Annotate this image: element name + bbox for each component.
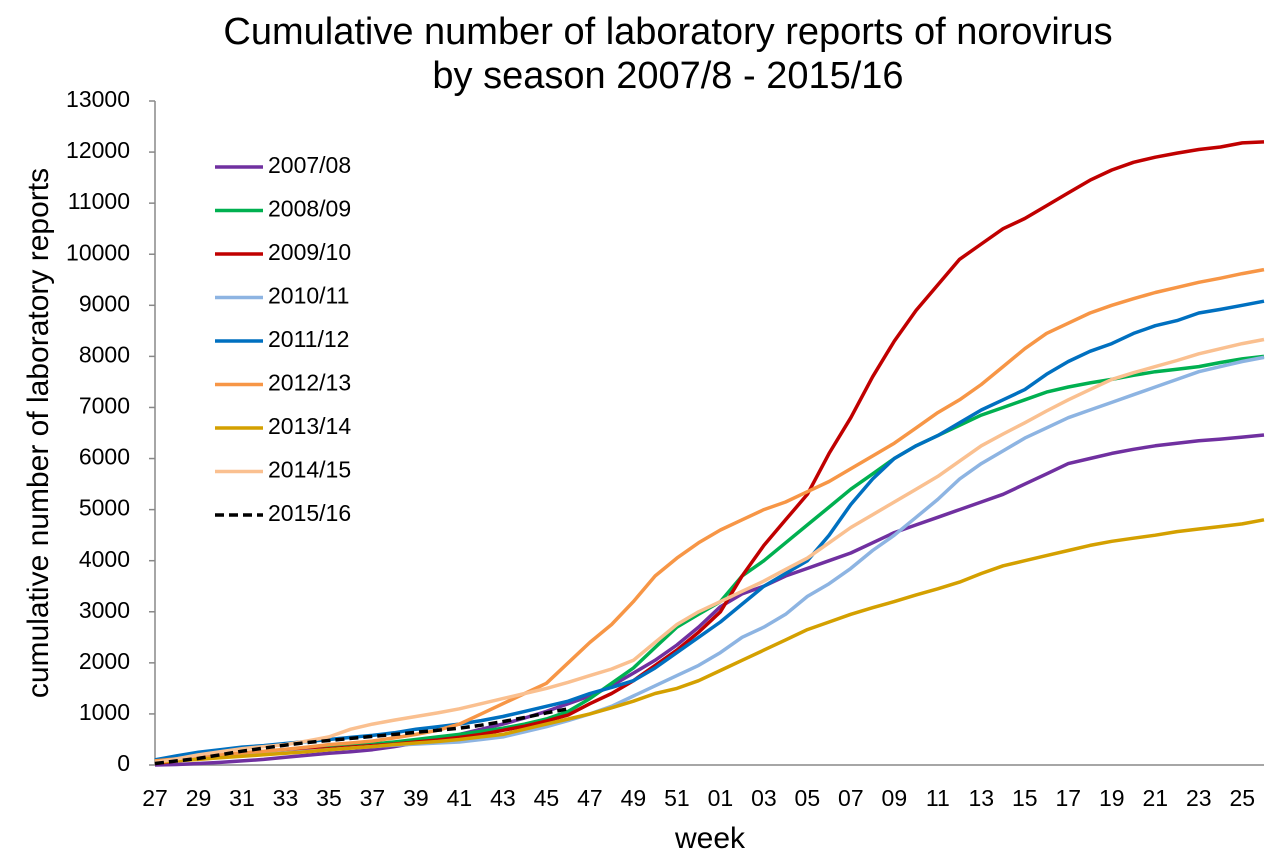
series-line (154, 518, 1265, 765)
x-tick-label: 17 (1055, 785, 1081, 811)
x-tick-label: 41 (447, 785, 473, 811)
chart-title: Cumulative number of laboratory reports … (223, 11, 1112, 53)
x-tick-label: 27 (142, 785, 168, 811)
x-tick-label: 37 (360, 785, 386, 811)
x-tick-label: 07 (838, 785, 864, 811)
y-tick-label: 4000 (79, 546, 130, 572)
x-tick-label: 35 (316, 785, 342, 811)
x-tick-label: 09 (882, 785, 908, 811)
y-tick-label: 8000 (79, 341, 130, 367)
y-axis-label: cumulative number of laboratory reports (22, 168, 55, 698)
x-axis-label: week (674, 822, 746, 855)
y-tick-label: 12000 (66, 137, 130, 163)
x-tick-label: 15 (1012, 785, 1038, 811)
legend-label: 2007/08 (268, 152, 351, 178)
x-tick-label: 25 (1229, 785, 1255, 811)
y-tick-label: 2000 (79, 648, 130, 674)
series-line (154, 140, 1265, 766)
x-tick-label: 39 (403, 785, 429, 811)
y-tick-label: 3000 (79, 597, 130, 623)
legend-label: 2011/12 (268, 326, 349, 352)
series-line (154, 267, 1265, 763)
x-tick-label: 29 (186, 785, 212, 811)
x-tick-label: 49 (621, 785, 647, 811)
x-tick-label: 31 (229, 785, 255, 811)
y-tick-label: 6000 (79, 444, 130, 470)
x-tick-label: 23 (1186, 785, 1212, 811)
x-tick-label: 05 (795, 785, 821, 811)
x-tick-label: 33 (273, 785, 299, 811)
y-tick-label: 1000 (79, 699, 130, 725)
legend-label: 2010/11 (268, 283, 349, 309)
legend-label: 2009/10 (268, 239, 351, 265)
x-tick-label: 43 (490, 785, 516, 811)
x-tick-label: 21 (1142, 785, 1168, 811)
y-tick-label: 13000 (66, 86, 130, 112)
legend-label: 2013/14 (268, 413, 351, 439)
x-tick-label: 47 (577, 785, 603, 811)
x-tick-label: 01 (708, 785, 734, 811)
legend-label: 2015/16 (268, 500, 351, 526)
legend-label: 2014/15 (268, 457, 351, 483)
x-tick-label: 45 (534, 785, 560, 811)
legend-label: 2008/09 (268, 196, 351, 222)
x-tick-label: 11 (926, 785, 950, 811)
y-tick-label: 5000 (79, 495, 130, 521)
x-tick-label: 03 (751, 785, 777, 811)
y-tick-label: 10000 (66, 239, 130, 265)
y-tick-label: 7000 (79, 393, 130, 419)
series-line (154, 433, 1265, 767)
y-tick-label: 0 (117, 750, 130, 776)
x-tick-label: 19 (1099, 785, 1125, 811)
chart-subtitle: by season 2007/8 - 2015/16 (432, 55, 903, 97)
y-tick-label: 11000 (68, 188, 130, 214)
y-tick-label: 9000 (79, 290, 130, 316)
legend-label: 2012/13 (268, 370, 351, 396)
series-line (154, 337, 1265, 765)
x-tick-label: 51 (664, 785, 690, 811)
x-tick-label: 13 (969, 785, 995, 811)
